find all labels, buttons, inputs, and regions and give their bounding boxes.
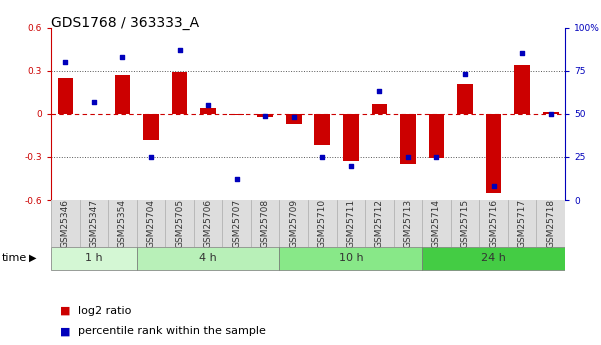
Bar (486, 114, 501, 193)
Point (403, 154, 413, 160)
Point (146, 154, 156, 160)
Point (289, 115, 299, 120)
Bar (229, 114, 245, 115)
Text: GSM25713: GSM25713 (403, 199, 412, 248)
Point (460, 71, 470, 77)
Text: GSM25718: GSM25718 (546, 199, 555, 248)
Point (546, 111, 555, 117)
Bar (200, 108, 216, 114)
Point (489, 184, 498, 189)
Bar (115, 75, 130, 114)
Text: GSM25346: GSM25346 (61, 199, 70, 248)
Point (317, 154, 327, 160)
Text: GSM25710: GSM25710 (318, 199, 327, 248)
Bar (286, 114, 302, 124)
Text: time: time (2, 253, 27, 263)
Bar (429, 114, 444, 158)
Point (432, 154, 441, 160)
FancyBboxPatch shape (51, 247, 136, 269)
Text: GSM25714: GSM25714 (432, 199, 441, 248)
Text: ■: ■ (60, 326, 70, 336)
Point (175, 47, 185, 53)
Text: log2 ratio: log2 ratio (78, 306, 132, 315)
Text: percentile rank within the sample: percentile rank within the sample (78, 326, 266, 336)
Text: GSM25706: GSM25706 (204, 199, 213, 248)
Text: GSM25708: GSM25708 (261, 199, 270, 248)
Text: GSM25715: GSM25715 (460, 199, 469, 248)
Text: GSM25704: GSM25704 (147, 199, 156, 248)
Bar (58, 78, 73, 114)
Text: GSM25711: GSM25711 (346, 199, 355, 248)
FancyBboxPatch shape (422, 247, 565, 269)
Point (346, 163, 356, 168)
Point (203, 102, 213, 108)
Text: 4 h: 4 h (199, 253, 217, 263)
Text: GSM25707: GSM25707 (232, 199, 241, 248)
Bar (371, 104, 387, 114)
FancyBboxPatch shape (136, 247, 279, 269)
Text: GDS1768 / 363333_A: GDS1768 / 363333_A (51, 16, 199, 30)
Text: 10 h: 10 h (338, 253, 363, 263)
Text: ▶: ▶ (29, 253, 36, 263)
Bar (143, 114, 159, 140)
Point (61, 59, 70, 65)
Bar (172, 72, 188, 114)
Text: GSM25347: GSM25347 (90, 199, 99, 248)
Bar (343, 114, 359, 161)
Text: GSM25712: GSM25712 (375, 199, 384, 248)
Bar (514, 65, 530, 114)
Bar (457, 84, 473, 114)
Text: GSM25716: GSM25716 (489, 199, 498, 248)
Text: 24 h: 24 h (481, 253, 506, 263)
Point (118, 54, 127, 60)
Bar (314, 114, 330, 146)
Text: 1 h: 1 h (85, 253, 103, 263)
Text: ■: ■ (60, 306, 70, 315)
Text: GSM25705: GSM25705 (175, 199, 184, 248)
Text: GSM25354: GSM25354 (118, 199, 127, 248)
Bar (400, 114, 416, 164)
Bar (257, 114, 273, 117)
Point (374, 89, 384, 94)
Point (232, 177, 242, 182)
Point (89, 99, 99, 105)
FancyBboxPatch shape (279, 247, 422, 269)
Bar (543, 112, 558, 114)
Text: GSM25709: GSM25709 (289, 199, 298, 248)
Point (517, 51, 527, 56)
Text: GSM25717: GSM25717 (517, 199, 526, 248)
Point (260, 113, 270, 118)
